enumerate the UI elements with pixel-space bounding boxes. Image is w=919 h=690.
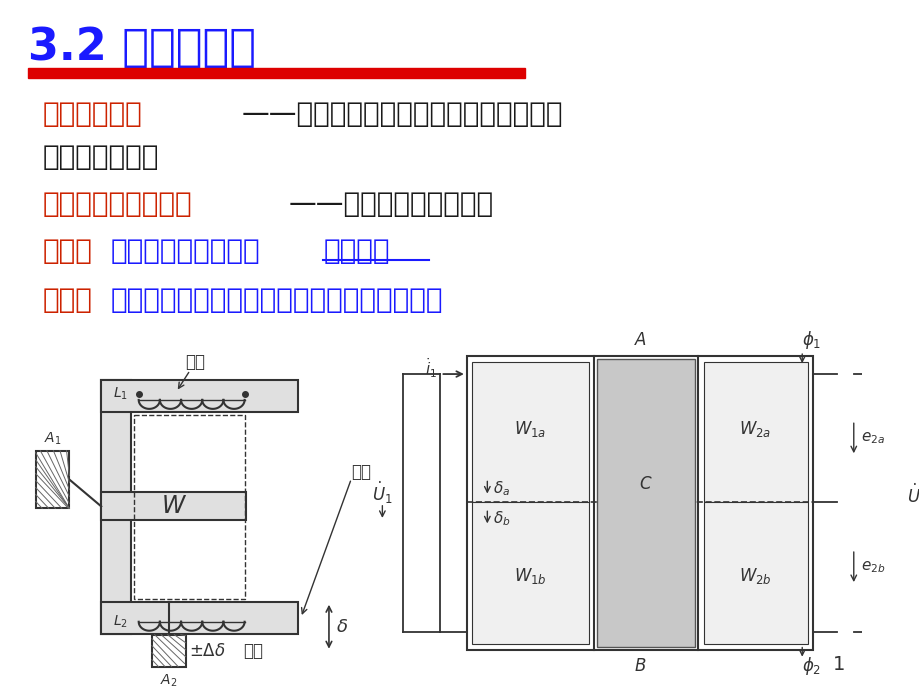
Text: $e_{2b}$: $e_{2b}$: [860, 559, 885, 575]
Bar: [471, 502, 588, 644]
Bar: [134, 415, 244, 599]
Text: 测量精度高、灵敏度高、结构简单、性能可靠: 测量精度高、灵敏度高、结构简单、性能可靠: [110, 286, 443, 315]
Bar: [596, 359, 695, 647]
Text: $A_2$: $A_2$: [160, 672, 177, 689]
Bar: [28, 68, 524, 77]
Text: $e_{2a}$: $e_{2a}$: [860, 431, 884, 446]
Text: $A_1$: $A_1$: [44, 431, 62, 447]
Bar: [466, 356, 812, 649]
Text: $A$: $A$: [633, 331, 646, 349]
Text: $W_{1b}$: $W_{1b}$: [514, 566, 546, 586]
Text: 衔铁: 衔铁: [244, 642, 264, 660]
Text: $\phi_2$: $\phi_2$: [801, 655, 821, 676]
Text: 1: 1: [832, 655, 844, 674]
Text: $\pm\Delta\delta$: $\pm\Delta\delta$: [189, 642, 226, 660]
Text: $W$: $W$: [161, 494, 187, 518]
Bar: [101, 380, 131, 633]
Text: 结构：: 结构：: [42, 237, 92, 265]
Text: $\dot{i}_1$: $\dot{i}_1$: [425, 356, 437, 380]
Bar: [101, 493, 246, 520]
Bar: [36, 451, 69, 509]
Text: $\delta_b$: $\delta_b$: [493, 509, 510, 528]
Bar: [471, 362, 588, 502]
Text: $W_{1a}$: $W_{1a}$: [514, 419, 546, 439]
Text: 螺线管式: 螺线管式: [323, 237, 390, 265]
Text: $\phi_1$: $\phi_1$: [801, 329, 821, 351]
Text: $\delta_a$: $\delta_a$: [493, 479, 509, 497]
Text: 变隙式、变面积式、: 变隙式、变面积式、: [110, 237, 260, 265]
Text: $L_2$: $L_2$: [113, 613, 129, 630]
Text: 铁芯: 铁芯: [351, 462, 371, 480]
Bar: [703, 502, 807, 644]
Text: $\dot{U}_1$: $\dot{U}_1$: [371, 480, 392, 506]
Text: ——次级绕组用差动形式: ——次级绕组用差动形式: [289, 190, 494, 218]
Text: $C$: $C$: [639, 475, 652, 493]
Text: 差动变压器式传感器: 差动变压器式传感器: [42, 190, 191, 218]
Bar: [101, 602, 298, 633]
Text: $\delta$: $\delta$: [336, 618, 348, 635]
Text: $\dot{U}_2$: $\dot{U}_2$: [906, 482, 919, 508]
Bar: [152, 635, 186, 667]
Text: 变化的传感器。: 变化的传感器。: [42, 144, 158, 171]
Text: 优点：: 优点：: [42, 286, 92, 315]
Text: $L_1$: $L_1$: [113, 386, 129, 402]
Text: ——把被测的非电量变化转换为线圈互感: ——把被测的非电量变化转换为线圈互感: [242, 101, 562, 128]
Text: $B$: $B$: [633, 656, 645, 675]
Text: $W_{2b}$: $W_{2b}$: [738, 566, 771, 586]
Text: 线圈: 线圈: [185, 353, 205, 371]
Bar: [703, 362, 807, 502]
Text: $W_{2a}$: $W_{2a}$: [739, 419, 771, 439]
Bar: [101, 380, 298, 412]
Text: 互感式传感器: 互感式传感器: [42, 101, 142, 128]
Text: 3.2 差动变压器: 3.2 差动变压器: [28, 26, 255, 69]
